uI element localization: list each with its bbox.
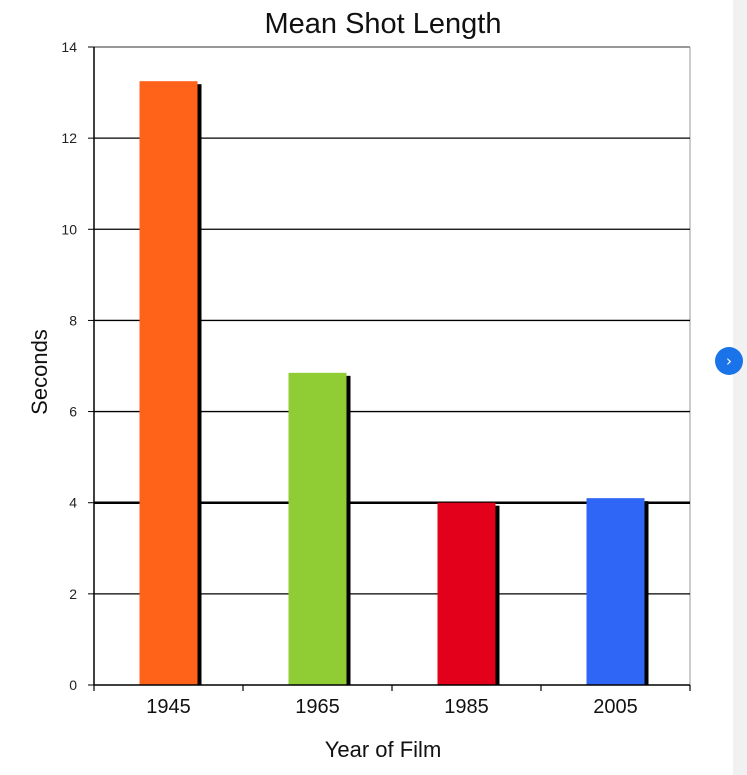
x-tick-label: 1945 [146, 696, 191, 718]
y-tick-label: 2 [69, 586, 77, 602]
y-tick-label: 0 [69, 677, 77, 693]
bar-1985 [437, 502, 496, 685]
tick-labels: 0 2 4 6 8 10 12 14 1945 1965 1985 2005 [61, 39, 637, 718]
bar-2005 [586, 498, 645, 685]
y-axis-title: Seconds [27, 329, 52, 415]
x-tick-label: 1965 [295, 696, 340, 718]
bar-1965 [288, 372, 347, 685]
y-tick-label: 8 [69, 312, 77, 328]
y-tick-label: 6 [69, 404, 77, 420]
y-tick-label: 12 [61, 130, 77, 146]
axes [88, 46, 691, 691]
next-button[interactable]: › [715, 347, 743, 375]
chart-title: Mean Shot Length [264, 8, 501, 40]
chevron-right-icon: › [726, 351, 732, 370]
x-axis-title: Year of Film [325, 737, 442, 762]
y-tick-label: 14 [61, 39, 77, 55]
x-tick-label: 2005 [593, 696, 638, 718]
bar-chart: Mean Shot Length 0 2 4 6 8 10 12 14 1945 1965 1985… [27, 8, 691, 762]
side-panel [733, 0, 747, 775]
y-tick-label: 10 [61, 221, 77, 237]
bars [139, 81, 649, 685]
x-tick-label: 1985 [444, 696, 489, 718]
bar-1945 [139, 81, 198, 685]
y-tick-label: 4 [69, 495, 77, 511]
